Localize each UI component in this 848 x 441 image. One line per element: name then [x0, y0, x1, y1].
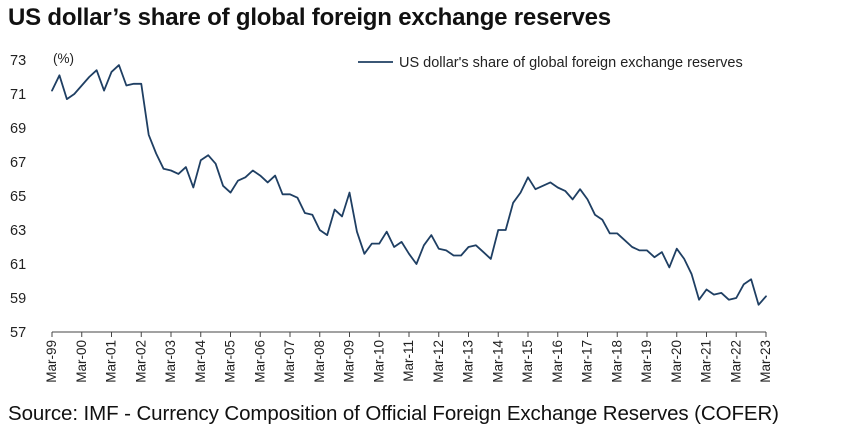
y-tick-label: 61: [10, 257, 26, 273]
x-tick-label: Mar-05: [223, 340, 238, 383]
legend-label: US dollar's share of global foreign exch…: [399, 55, 743, 71]
x-tick-label: Mar-00: [74, 340, 89, 383]
x-tick-label: Mar-08: [312, 340, 327, 383]
x-tick-label: Mar-17: [580, 340, 595, 383]
x-tick-label: Mar-12: [431, 340, 446, 383]
y-tick-label: 69: [10, 121, 26, 137]
chart-title: US dollar’s share of global foreign exch…: [8, 4, 611, 31]
legend: US dollar's share of global foreign exch…: [358, 55, 743, 71]
x-tick-label: Mar-16: [550, 340, 565, 383]
x-tick-label: Mar-21: [699, 340, 714, 383]
y-tick-label: 57: [10, 325, 26, 341]
x-tick-label: Mar-02: [133, 340, 148, 383]
y-axis: 57 59 61 63 65 67 69 71 73 (%): [10, 51, 74, 341]
x-tick-label: Mar-18: [609, 340, 624, 383]
x-axis: Mar-99 Mar-00 Mar-01 Mar-02 Mar-03 Mar-04 Mar-…: [44, 331, 773, 383]
x-tick-label: Mar-19: [639, 340, 654, 383]
y-tick-label: 67: [10, 155, 26, 171]
plot-area: [51, 64, 767, 306]
x-tick-label: Mar-23: [758, 340, 773, 383]
source-note: Source: IMF - Currency Composition of Of…: [8, 402, 779, 425]
y-tick-label: 71: [10, 87, 26, 103]
y-unit-label: (%): [53, 51, 74, 66]
x-tick-label: Mar-06: [252, 340, 267, 383]
x-tick-label: Mar-01: [104, 340, 119, 383]
x-tick-label: Mar-15: [520, 340, 535, 383]
x-tick-label: Mar-10: [371, 340, 386, 383]
x-tick-label: Mar-11: [401, 340, 416, 382]
x-tick-label: Mar-20: [669, 340, 684, 383]
y-tick-label: 63: [10, 223, 26, 239]
x-tick-label: Mar-14: [490, 340, 505, 383]
x-tick-label: Mar-04: [193, 340, 208, 383]
series-line: [51, 64, 767, 306]
x-tick-label: Mar-99: [44, 340, 59, 383]
x-tick-label: Mar-07: [282, 340, 297, 383]
x-tick-label: Mar-03: [163, 340, 178, 383]
x-tick-label: Mar-13: [461, 340, 476, 383]
y-tick-label: 59: [10, 291, 26, 307]
x-tick-label: Mar-22: [728, 340, 743, 383]
y-tick-label: 73: [10, 53, 26, 69]
y-tick-label: 65: [10, 189, 26, 205]
x-tick-label: Mar-09: [342, 340, 357, 383]
